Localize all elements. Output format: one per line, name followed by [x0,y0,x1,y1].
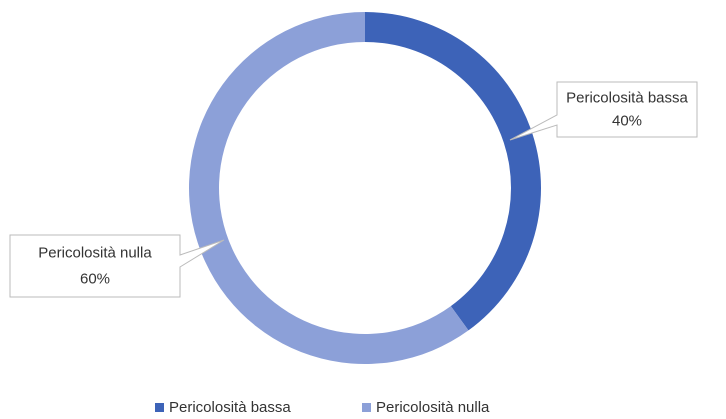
legend-label: Pericolosità nulla [376,399,490,416]
callout-box [9,234,225,298]
donut-segment [189,12,469,364]
data-label-value: 40% [612,113,642,130]
legend-swatch [362,403,371,412]
donut-segment [365,12,542,331]
callout-box [509,81,698,141]
data-label-value: 60% [80,271,110,288]
legend-label: Pericolosità bassa [169,399,291,416]
legend-swatch [155,403,164,412]
data-label-category: Pericolosità bassa [566,89,688,106]
data-label-category: Pericolosità nulla [38,245,152,262]
